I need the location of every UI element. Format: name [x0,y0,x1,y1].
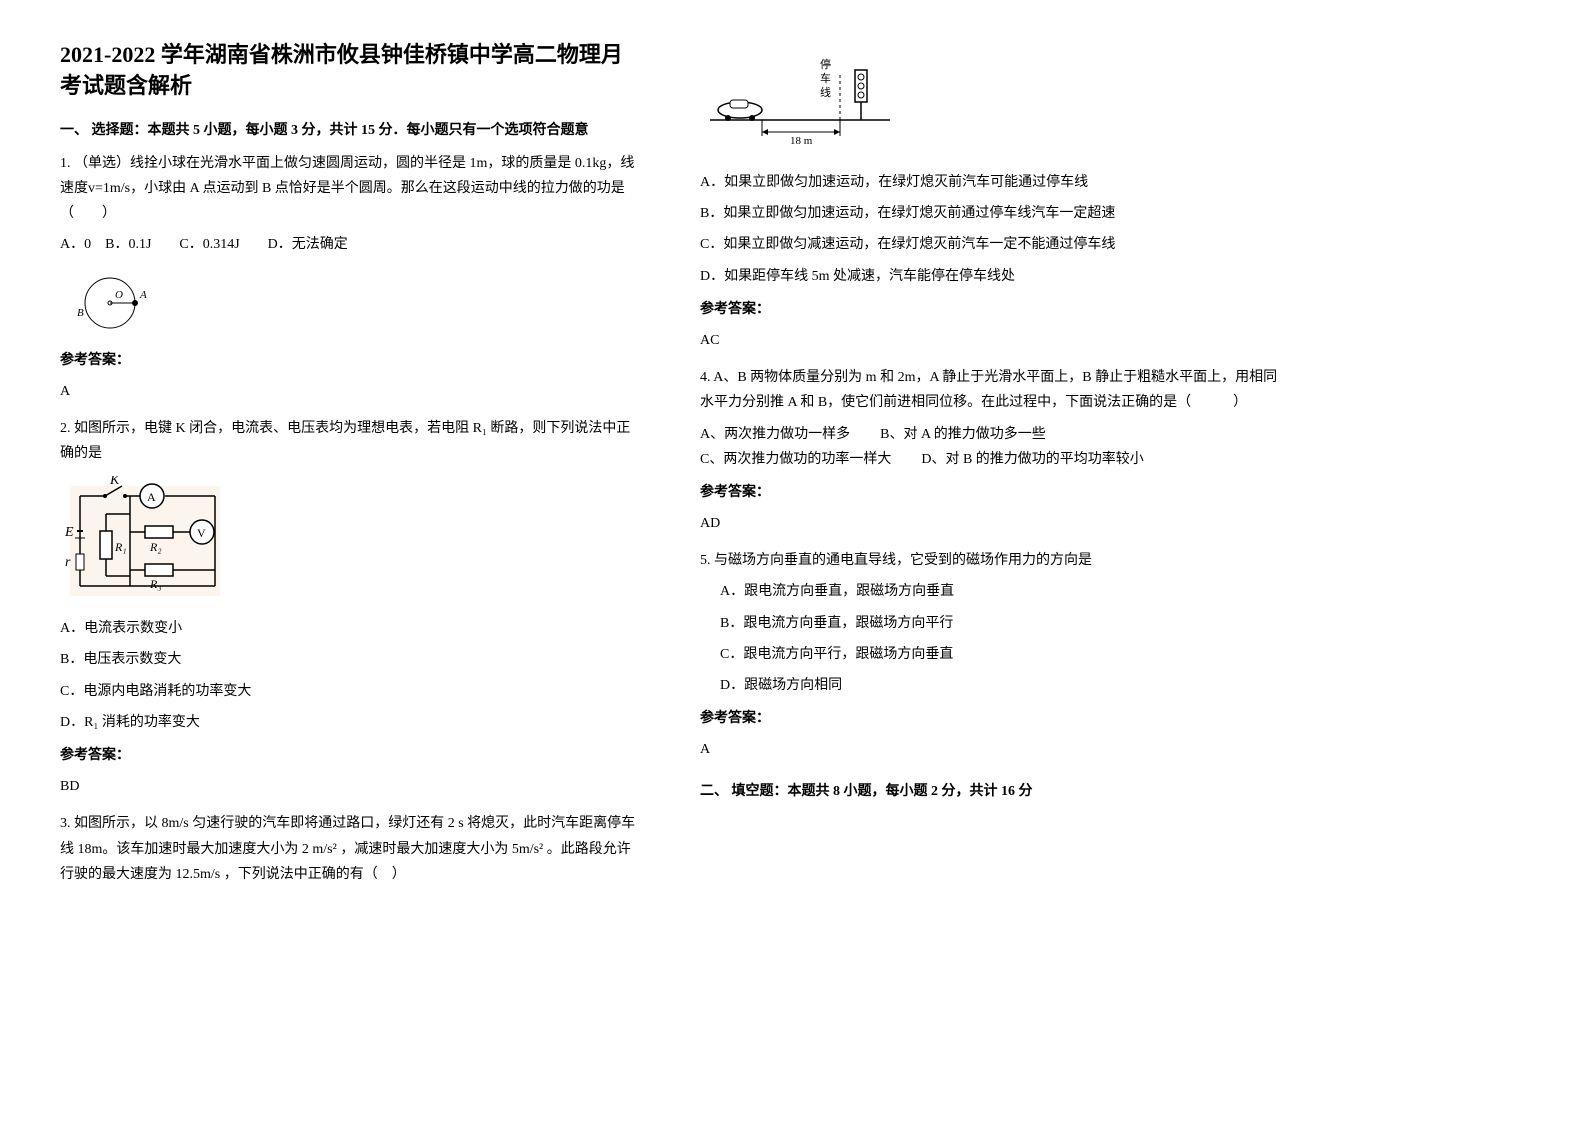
q3-answer: AC [700,328,1280,353]
right-column: 停 车 线 18 m A．如果立即做匀加速运动，在绿灯熄灭前汽车可能通过停车线 … [700,40,1280,899]
question-4: 4. A、B 两物体质量分别为 m 和 2m，A 静止于光滑水平面上，B 静止于… [700,365,1280,536]
q2-diagram: K A E r R₁ [60,476,640,606]
svg-text:R₁: R₁ [114,540,127,554]
q4-opt-c: C、两次推力做功的功率一样大 [700,447,891,472]
q5-opt-c: C．跟电流方向平行，跟磁场方向垂直 [720,642,1280,667]
svg-text:车: 车 [820,71,831,85]
q4-options-row2: C、两次推力做功的功率一样大 D、对 B 的推力做功的平均功率较小 [700,447,1280,472]
q1-answer-label: 参考答案： [60,348,640,373]
svg-text:线: 线 [820,85,831,99]
q3-opt-d-1: D．如果距停车线 [700,269,808,284]
q3-t3: ，减速时最大加速度大小为 [340,842,508,857]
q2-opt-d: D．R₁ 消耗的功率变大 [60,710,640,735]
question-5: 5. 与磁场方向垂直的通电直导线，它受到的磁场作用力的方向是 A．跟电流方向垂直… [700,548,1280,762]
left-column: 2021-2022 学年湖南省株洲市攸县钟佳桥镇中学高二物理月考试题含解析 一、… [60,40,640,899]
q4-answer: AD [700,511,1280,536]
svg-text:A: A [147,490,156,504]
question-1: 1. （单选）线拴小球在光滑水平面上做匀速圆周运动，圆的半径是 1m，球的质量是… [60,151,640,404]
q3-opt-d-dist: 5m [812,269,830,284]
q5-opt-b: B．跟电流方向垂直，跟磁场方向平行 [720,611,1280,636]
q3-opt-d-2: 处减速，汽车能停在停车线处 [833,269,1015,284]
document-title: 2021-2022 学年湖南省株洲市攸县钟佳桥镇中学高二物理月考试题含解析 [60,40,640,102]
q5-text: 5. 与磁场方向垂直的通电直导线，它受到的磁场作用力的方向是 [700,548,1280,573]
q2-answer: BD [60,774,640,799]
svg-text:R₂: R₂ [149,540,162,554]
q3-t1: 3. 如图所示，以 [60,816,158,831]
q5-answer-label: 参考答案： [700,706,1280,731]
q3-accel2: 5m/s² [512,842,543,857]
q3-accel1: 2 m/s² [302,842,337,857]
svg-text:K: K [109,476,120,488]
q3-distance-label: 18 m [790,135,813,147]
q3-opt-d: D．如果距停车线 5m 处减速，汽车能停在停车线处 [700,264,1280,289]
q3-opt-a: A．如果立即做匀加速运动，在绿灯熄灭前汽车可能通过停车线 [700,170,1280,195]
svg-text:O: O [115,289,123,301]
svg-text:A: A [139,289,147,301]
q3-stop-label: 停 [820,57,831,71]
question-2: 2. 如图所示，电键 K 闭合，电流表、电压表均为理想电表，若电阻 R₁ 断路，… [60,416,640,800]
q3-diagram: 停 车 线 18 m [700,50,1280,150]
q5-opt-d: D．跟磁场方向相同 [720,673,1280,698]
q3-opt-c: C．如果立即做匀减速运动，在绿灯熄灭前汽车一定不能通过停车线 [700,232,1280,257]
q3-speed2: 12.5m/s [176,867,221,882]
q4-text: 4. A、B 两物体质量分别为 m 和 2m，A 静止于光滑水平面上，B 静止于… [700,365,1280,415]
q2-opt-a: A．电流表示数变小 [60,616,640,641]
q5-answer: A [700,737,1280,762]
q3-answer-label: 参考答案： [700,297,1280,322]
q4-opt-d: D、对 B 的推力做功的平均功率较小 [921,447,1143,472]
q2-answer-label: 参考答案： [60,743,640,768]
q1-diagram: A B O [60,268,640,338]
section1-header: 一、 选择题：本题共 5 小题，每小题 3 分，共计 15 分．每小题只有一个选… [60,118,640,143]
question-3-start: 3. 如图所示，以 8m/s 匀速行驶的汽车即将通过路口，绿灯还有 2 s 将熄… [60,811,640,887]
svg-text:V: V [197,526,206,540]
q2-opt-c: C．电源内电路消耗的功率变大 [60,679,640,704]
q1-answer: A [60,379,640,404]
q5-opt-a: A．跟电流方向垂直，跟磁场方向垂直 [720,579,1280,604]
q1-text: 1. （单选）线拴小球在光滑水平面上做匀速圆周运动，圆的半径是 1m，球的质量是… [60,151,640,227]
q2-opt-b: B．电压表示数变大 [60,647,640,672]
q1-options: A．0 B．0.1J C．0.314J D．无法确定 [60,232,640,257]
svg-text:E: E [64,525,74,540]
q4-answer-label: 参考答案： [700,480,1280,505]
svg-text:r: r [65,555,71,570]
q4-options-row1: A、两次推力做功一样多 B、对 A 的推力做功多一些 [700,422,1280,447]
q2-text: 2. 如图所示，电键 K 闭合，电流表、电压表均为理想电表，若电阻 R₁ 断路，… [60,416,640,466]
section2-header: 二、 填空题：本题共 8 小题，每小题 2 分，共计 16 分 [700,779,1280,804]
q4-opt-b: B、对 A 的推力做功多一些 [880,422,1046,447]
svg-text:B: B [77,307,84,319]
q3-speed1: 8m/s [162,816,189,831]
q3-t5: ，下列说法中正确的有（ ） [224,867,406,882]
svg-text:R₃: R₃ [149,577,162,591]
q3-text: 3. 如图所示，以 8m/s 匀速行驶的汽车即将通过路口，绿灯还有 2 s 将熄… [60,811,640,887]
q4-opt-a: A、两次推力做功一样多 [700,422,850,447]
q3-opt-b: B．如果立即做匀加速运动，在绿灯熄灭前通过停车线汽车一定超速 [700,201,1280,226]
